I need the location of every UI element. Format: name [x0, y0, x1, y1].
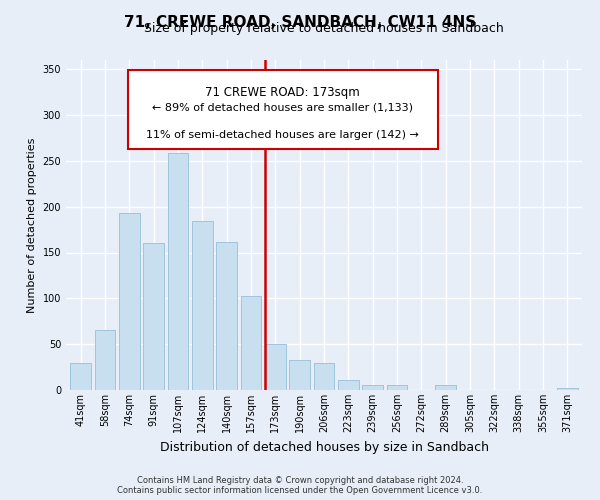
Bar	[70, 362, 91, 390]
Bar	[362, 386, 383, 390]
Text: 71, CREWE ROAD, SANDBACH, CW11 4NS: 71, CREWE ROAD, SANDBACH, CW11 4NS	[124, 15, 476, 30]
X-axis label: Distribution of detached houses by size in Sandbach: Distribution of detached houses by size …	[160, 440, 488, 454]
Bar	[95, 330, 115, 390]
Bar	[192, 222, 212, 390]
Bar	[386, 386, 407, 390]
Text: 71 CREWE ROAD: 173sqm: 71 CREWE ROAD: 173sqm	[205, 86, 360, 100]
Bar	[241, 296, 262, 390]
Text: Contains HM Land Registry data © Crown copyright and database right 2024.
Contai: Contains HM Land Registry data © Crown c…	[118, 476, 482, 495]
Title: Size of property relative to detached houses in Sandbach: Size of property relative to detached ho…	[144, 22, 504, 35]
Bar	[265, 344, 286, 390]
FancyBboxPatch shape	[128, 70, 437, 149]
Bar	[338, 380, 359, 390]
Bar	[289, 360, 310, 390]
Text: ← 89% of detached houses are smaller (1,133): ← 89% of detached houses are smaller (1,…	[152, 103, 413, 113]
Bar	[436, 386, 456, 390]
Bar	[119, 213, 140, 390]
Bar	[216, 242, 237, 390]
Bar	[557, 388, 578, 390]
Text: 11% of semi-detached houses are larger (142) →: 11% of semi-detached houses are larger (…	[146, 130, 419, 140]
Bar	[314, 362, 334, 390]
Bar	[143, 244, 164, 390]
Bar	[167, 154, 188, 390]
Y-axis label: Number of detached properties: Number of detached properties	[27, 138, 37, 312]
